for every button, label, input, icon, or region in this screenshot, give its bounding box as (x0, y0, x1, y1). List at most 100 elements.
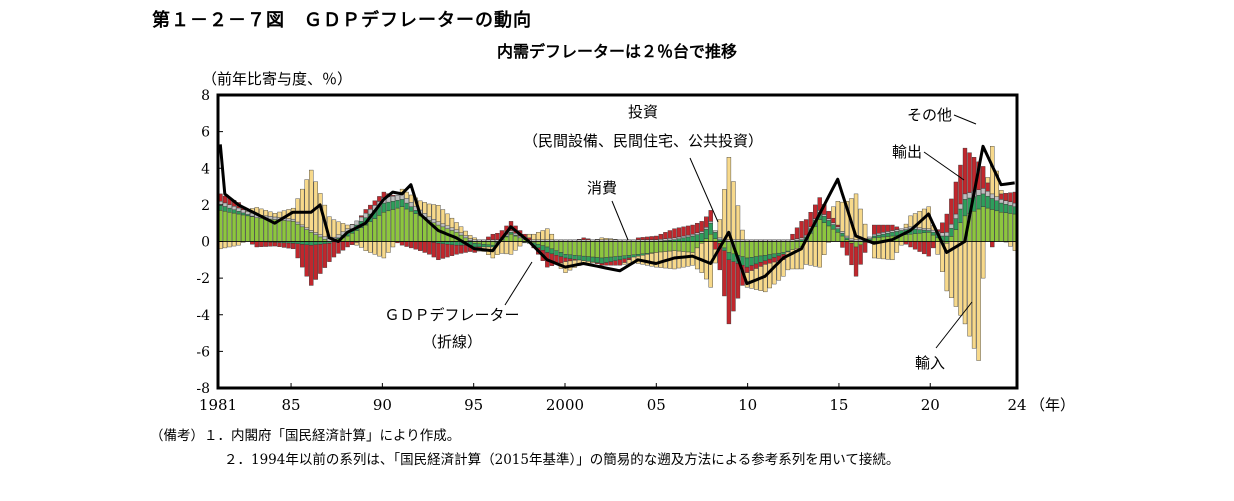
bar-exports (313, 244, 318, 280)
bar-consumption (567, 241, 573, 255)
bar-investment (477, 243, 482, 248)
figure-subtitle: 内需デフレーターは２％台で推移 (496, 42, 737, 61)
bar-investment (481, 244, 486, 248)
bar-consumption (958, 222, 963, 242)
bar-other (926, 228, 931, 231)
bar-investment (749, 257, 754, 266)
bar-other (222, 202, 228, 207)
bar-consumption (422, 217, 427, 242)
bar-exports (722, 250, 727, 297)
bar-other (849, 238, 854, 241)
bar-investment (1008, 205, 1013, 214)
bar-exports (808, 211, 813, 228)
bar-imports (422, 202, 427, 214)
bar-other (286, 218, 291, 222)
bar-exports (667, 230, 673, 239)
bar-imports (390, 241, 396, 248)
bar-other (794, 238, 800, 241)
bar-investment (635, 254, 641, 257)
bar-investment (885, 233, 890, 237)
bar-consumption (399, 206, 405, 242)
bar-consumption (781, 241, 786, 253)
bar-consumption (508, 233, 514, 242)
x-tick-label: 85 (282, 396, 301, 414)
bar-investment (958, 208, 963, 223)
bar-investment (980, 193, 986, 207)
bar-exports (990, 241, 995, 248)
bar-imports (971, 241, 977, 349)
bar-exports (377, 196, 382, 202)
bar-investment (508, 232, 514, 235)
bar-exports (985, 182, 990, 192)
bar-consumption (654, 241, 659, 253)
bar-exports (744, 266, 750, 273)
x-tick-label: 90 (373, 396, 392, 414)
bar-consumption (372, 218, 377, 242)
bar-exports (281, 242, 287, 248)
bar-consumption (590, 241, 595, 258)
bar-imports (608, 238, 614, 240)
bar-investment (694, 234, 700, 242)
bar-imports (527, 233, 532, 239)
bar-investment (699, 233, 704, 242)
bar-investment (835, 228, 841, 233)
bar-imports (536, 232, 541, 240)
bar-investment (227, 207, 232, 213)
bar-imports (277, 211, 282, 218)
y-tick-label: -8 (196, 381, 210, 397)
bar-imports (908, 215, 913, 228)
bar-imports (300, 188, 305, 226)
bar-other (322, 236, 328, 240)
y-tick-label: 6 (201, 125, 210, 141)
bar-other (980, 188, 986, 195)
bar-other (872, 233, 877, 237)
bar-imports (899, 241, 904, 246)
bar-investment (831, 224, 836, 230)
bar-exports (817, 197, 822, 211)
bar-other (318, 234, 323, 238)
bar-other (867, 236, 872, 239)
bar-consumption (694, 241, 700, 249)
bar-other (336, 234, 341, 239)
bar-imports (408, 194, 414, 203)
bar-other (309, 230, 314, 233)
bar-consumption (690, 241, 695, 253)
bar-exports (872, 224, 877, 235)
bar-consumption (976, 208, 981, 242)
bar-other (1008, 201, 1013, 206)
bar-investment (985, 195, 990, 209)
bar-consumption (676, 241, 682, 252)
bar-investment (386, 201, 391, 212)
bar-investment (304, 241, 309, 245)
bar-exports (440, 243, 446, 259)
bar-imports (545, 228, 550, 240)
bar-consumption (931, 234, 936, 242)
bar-consumption (250, 216, 255, 242)
bar-other (458, 232, 464, 236)
bar-other (967, 192, 972, 199)
bar-consumption (377, 215, 382, 242)
bar-imports (785, 251, 791, 271)
bar-other (445, 225, 450, 229)
bar-consumption (908, 233, 913, 242)
bar-consumption (263, 218, 269, 242)
bar-other (436, 221, 441, 226)
bar-imports (645, 254, 650, 266)
bar-other (676, 236, 682, 239)
x-tick-label: 1981 (199, 396, 237, 414)
bar-exports (876, 224, 881, 234)
bar-investment (381, 202, 387, 213)
bar-investment (744, 257, 750, 268)
bar-investment (844, 237, 850, 240)
bar-investment (872, 235, 877, 239)
annotation-consumption: 消費 (587, 179, 617, 197)
bar-consumption (726, 241, 732, 253)
bar-other (713, 230, 718, 233)
bar-exports (340, 241, 346, 251)
bar-exports (595, 262, 600, 264)
bar-consumption (649, 241, 654, 254)
bar-investment (631, 254, 636, 258)
bar-consumption (386, 210, 391, 242)
bar-consumption (245, 215, 250, 242)
bar-other (359, 216, 364, 222)
